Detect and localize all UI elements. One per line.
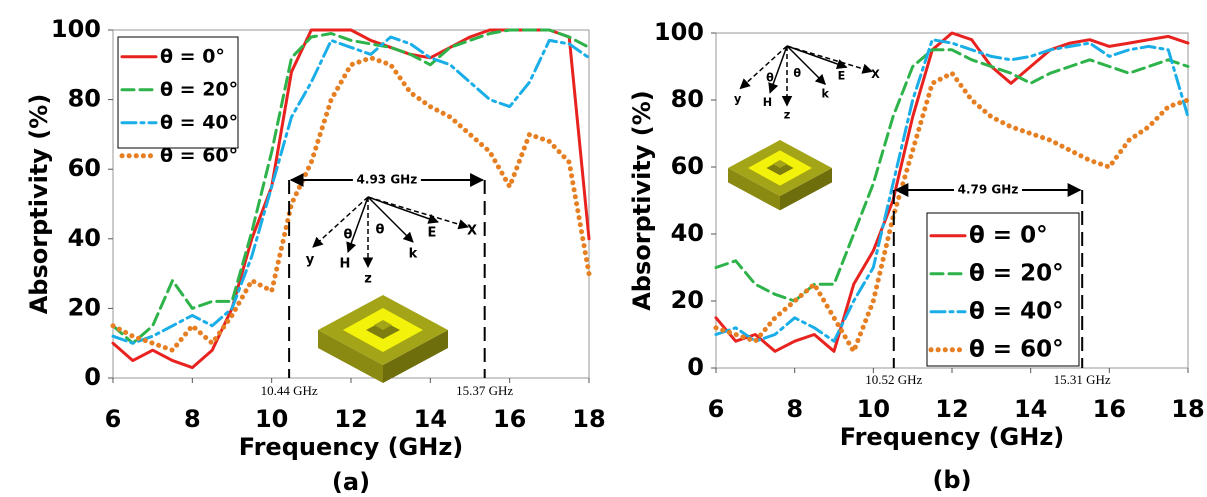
marker-label: 15.31 GHz	[1054, 372, 1111, 387]
inset-label: θ	[376, 223, 385, 238]
y-tick-label: 20	[68, 293, 101, 321]
x-axis-label: Frequency (GHz)	[239, 433, 464, 461]
x-tick-label: 16	[1093, 395, 1126, 423]
y-tick-label: 80	[68, 85, 101, 113]
legend-label: θ = 40°	[160, 111, 238, 133]
x-tick-label: 8	[786, 395, 803, 423]
y-tick-label: 60	[68, 154, 101, 182]
inset-label: z	[784, 109, 791, 122]
inset-label: θ	[766, 71, 774, 84]
y-tick-label: 0	[84, 363, 101, 391]
bandwidth-label: 4.79 GHz	[958, 183, 1019, 197]
inset-label: H	[763, 96, 772, 109]
inset-label: k	[409, 247, 418, 262]
inset-label: θ	[793, 67, 801, 80]
inset-label: θ	[344, 228, 353, 243]
y-tick-label: 100	[51, 15, 101, 43]
legend-label: θ = 20°	[160, 78, 238, 100]
panel: 0 20 40 60 80 100 6 8 10 12 14 16 18 Frequency (GHz) (…	[628, 18, 1205, 494]
x-tick-label: 12	[935, 395, 968, 423]
x-tick-label: 6	[105, 405, 122, 433]
bandwidth-label: 4.93 GHz	[357, 173, 418, 187]
legend-label: θ = 0°	[160, 45, 225, 67]
x-tick-label: 18	[1171, 395, 1204, 423]
inset-label: k	[822, 87, 830, 100]
inset-label: H	[340, 257, 351, 272]
inset-label: X	[467, 224, 477, 239]
y-axis-label: Absorptivity (%)	[628, 90, 656, 311]
legend-label: θ = 20°	[969, 260, 1064, 286]
x-tick-label: 8	[184, 405, 201, 433]
x-tick-label: 16	[493, 405, 526, 433]
x-tick-label: 10	[255, 405, 288, 433]
y-tick-label: 40	[68, 224, 101, 252]
inset-label: y	[734, 93, 742, 106]
legend-label: θ = 60°	[969, 336, 1064, 362]
caption: (b)	[932, 466, 971, 494]
inset-label: X	[871, 68, 880, 81]
x-tick-label: 14	[1014, 395, 1047, 423]
inset-arrow	[313, 197, 368, 247]
legend-label: θ = 60°	[160, 144, 238, 166]
y-axis-label: Absorptivity (%)	[25, 94, 53, 315]
inset-label: E	[838, 70, 846, 83]
figure: 020406080100681012141618Frequency (GHz)(…	[0, 0, 1207, 497]
inset-label: y	[306, 253, 315, 268]
inset-label: E	[428, 226, 437, 241]
x-tick-label: 6	[708, 395, 725, 423]
legend-label: θ = 0°	[969, 222, 1048, 248]
x-tick-label: 18	[572, 405, 605, 433]
panel: 0 20 40 60 80 100 6 8 10 12 14 16 18 Frequency (GHz) (…	[25, 15, 606, 496]
marker-label: 10.44 GHz	[261, 383, 318, 398]
x-tick-label: 10	[857, 395, 890, 423]
y-tick-label: 20	[671, 286, 704, 314]
x-tick-label: 14	[414, 405, 447, 433]
y-tick-label: 100	[654, 18, 704, 46]
x-axis-label: Frequency (GHz)	[840, 423, 1065, 451]
caption: (a)	[332, 468, 370, 496]
y-tick-label: 80	[671, 85, 704, 113]
marker-label: 15.37 GHz	[456, 383, 513, 398]
marker-label: 10.52 GHz	[865, 372, 922, 387]
inset-label: z	[364, 272, 372, 287]
x-tick-label: 12	[334, 405, 367, 433]
y-tick-label: 0	[687, 353, 704, 381]
legend-label: θ = 40°	[969, 298, 1064, 324]
y-tick-label: 60	[671, 152, 704, 180]
y-tick-label: 40	[671, 219, 704, 247]
